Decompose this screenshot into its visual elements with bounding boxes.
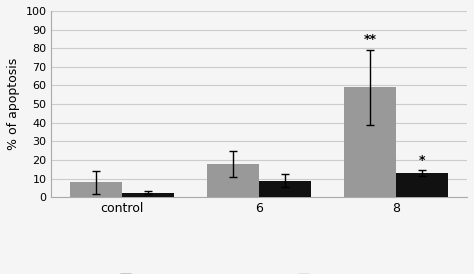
Text: **: **: [364, 33, 377, 46]
Y-axis label: % of apoptosis: % of apoptosis: [7, 58, 20, 150]
Bar: [207, 164, 259, 197]
Bar: [259, 181, 311, 197]
Bar: [70, 182, 122, 197]
Bar: [122, 193, 174, 197]
Text: *: *: [419, 153, 425, 167]
Legend: late apoptosis and necrosis, early apoptosis: late apoptosis and necrosis, early apopt…: [115, 269, 403, 274]
Bar: [396, 173, 448, 197]
Bar: [344, 87, 396, 197]
